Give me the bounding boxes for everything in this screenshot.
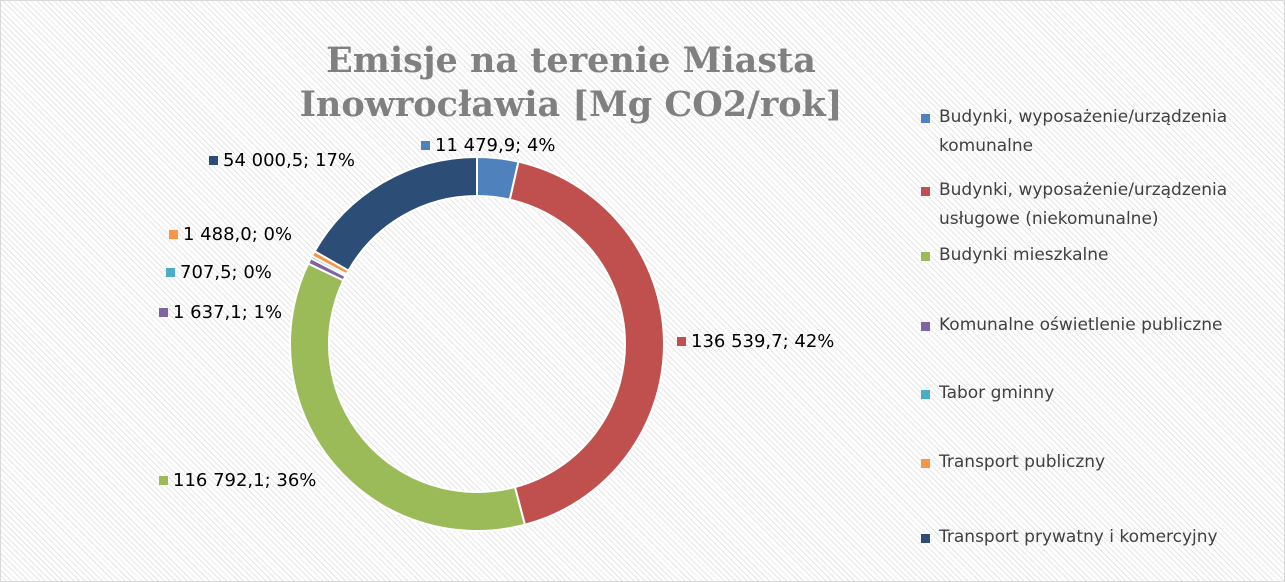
data-label: 116 792,1; 36%: [173, 470, 316, 491]
label-marker: [166, 268, 175, 277]
legend-label: Transport publiczny: [939, 452, 1106, 472]
data-label: 707,5; 0%: [180, 262, 272, 283]
label-marker: [169, 230, 178, 239]
legend-marker: [921, 114, 930, 123]
data-label: 11 479,9; 4%: [435, 135, 556, 156]
label-marker: [159, 476, 168, 485]
data-label: 1 637,1; 1%: [173, 302, 282, 323]
legend-label: Transport prywatny i komercyjny: [939, 527, 1218, 547]
data-label: 1 488,0; 0%: [183, 224, 292, 245]
label-marker: [421, 141, 430, 150]
donut-segment: [508, 160, 665, 526]
legend-marker: [921, 322, 930, 331]
label-marker: [159, 308, 168, 317]
legend-marker: [921, 187, 930, 196]
legend-label: Komunalne oświetlenie publiczne: [939, 315, 1223, 335]
legend-item: Budynki mieszkalne: [921, 241, 1284, 270]
donut-segment: [313, 155, 478, 272]
legend-label: Tabor gminny: [939, 383, 1055, 403]
legend-marker: [921, 252, 930, 261]
legend-marker: [921, 534, 930, 543]
data-label: 54 000,5; 17%: [223, 150, 355, 171]
legend-label: Budynki mieszkalne: [939, 245, 1109, 265]
label-marker: [209, 156, 218, 165]
donut-segment: [289, 262, 527, 532]
legend-marker: [921, 390, 930, 399]
label-marker: [677, 337, 686, 346]
legend-item: Tabor gminny: [921, 379, 1284, 408]
legend-item: Budynki, wyposażenie/urządzenia komunaln…: [921, 103, 1284, 161]
legend-item: Transport prywatny i komercyjny: [921, 523, 1284, 552]
data-label: 136 539,7; 42%: [691, 331, 834, 352]
legend-item: Transport publiczny: [921, 448, 1284, 477]
legend-item: Budynki, wyposażenie/urządzenia usługowe…: [921, 176, 1284, 234]
chart-title: Emisje na terenie Miasta Inowrocławia [M…: [299, 40, 843, 125]
legend-label: Budynki, wyposażenie/urządzenia usługowe…: [939, 180, 1228, 229]
legend-label: Budynki, wyposażenie/urządzenia komunaln…: [939, 107, 1228, 156]
legend-marker: [921, 459, 930, 468]
legend-item: Komunalne oświetlenie publiczne: [921, 311, 1284, 340]
